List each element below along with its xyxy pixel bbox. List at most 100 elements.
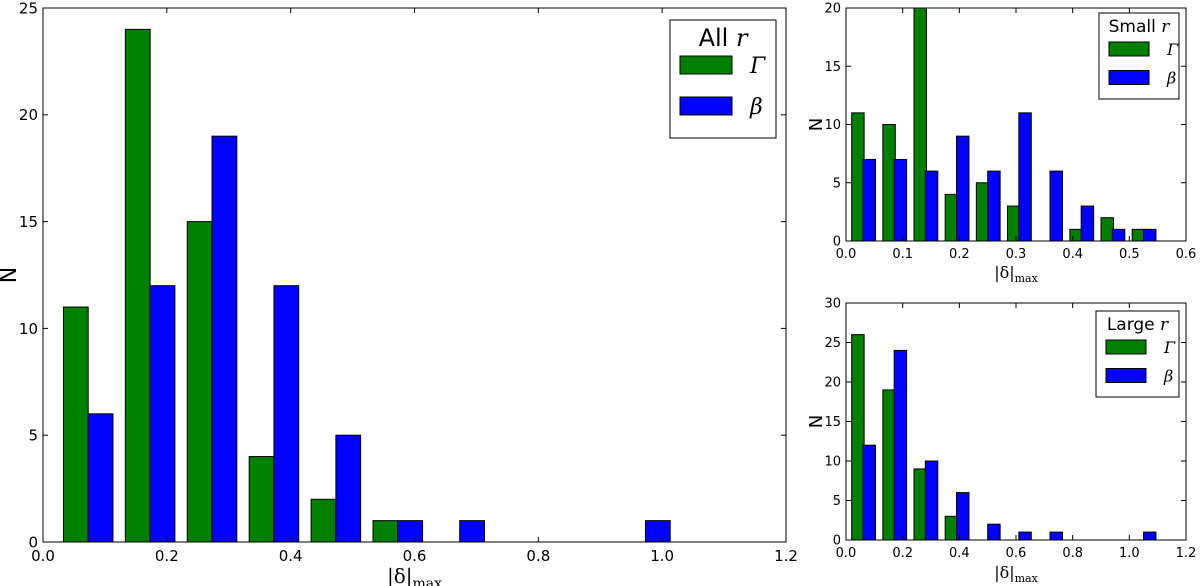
- bar-all-beta-6: [459, 520, 485, 543]
- bar-large-beta-3: [956, 492, 970, 541]
- bar-all-beta-3: [273, 285, 300, 543]
- x-axis-label-main: |δ|: [994, 563, 1014, 582]
- y-tick-label: 10: [19, 320, 38, 338]
- x-tick-label: 0.6: [403, 547, 427, 565]
- bar-all-gamma-0: [62, 306, 89, 543]
- legend-swatch-beta: [1108, 70, 1150, 85]
- bar-large-beta-1: [893, 349, 908, 541]
- legend-label-beta: β: [1166, 69, 1176, 88]
- x-axis-label: |δ|max: [994, 263, 1038, 285]
- legend: All rΓβ: [669, 19, 777, 139]
- y-tick-label: 5: [28, 427, 38, 445]
- bar-small-beta-5: [1018, 112, 1032, 242]
- bar-small-beta-8: [1111, 228, 1126, 242]
- x-tick-label: 1.0: [650, 547, 674, 565]
- bar-small-beta-2: [924, 170, 939, 242]
- legend-label-gamma: Γ: [1166, 40, 1179, 59]
- y-tick-label: 5: [833, 176, 841, 191]
- legend-label-beta: β: [749, 95, 763, 120]
- y-tick-label: 0: [28, 533, 38, 551]
- legend: Small r Γβ: [1098, 12, 1180, 100]
- y-tick-label: 10: [824, 118, 841, 133]
- legend-label-beta: β: [1163, 367, 1173, 386]
- legend-label-gamma: Γ: [749, 54, 766, 79]
- bar-small-beta-6: [1049, 170, 1063, 242]
- legend-swatch-gamma: [679, 55, 733, 75]
- bar-small-gamma-2: [913, 7, 927, 242]
- x-axis-label-main: |δ|: [994, 263, 1014, 282]
- y-tick-label: 15: [824, 60, 841, 75]
- bar-large-beta-7: [1143, 531, 1157, 541]
- legend-title-symbol: r: [1160, 315, 1169, 335]
- bar-all-beta-4: [335, 434, 362, 543]
- x-axis-label: |δ|max: [994, 563, 1038, 585]
- y-tick-label: 0: [833, 235, 841, 250]
- bar-small-gamma-7: [1100, 217, 1114, 242]
- bar-small-gamma-5: [1007, 205, 1021, 242]
- legend-swatch-gamma: [1105, 339, 1147, 355]
- bar-large-gamma-1: [882, 389, 896, 541]
- bar-all-gamma-1: [124, 28, 151, 543]
- chart-panel-all: 0.0 0.2 0.4 0.6 0.8 1.0 1.2 0 5 10 15 20 25 N |δ|max Al…: [0, 0, 798, 586]
- x-tick-label: 0.8: [1062, 546, 1083, 561]
- legend: Large r Γβ: [1095, 310, 1180, 398]
- bar-large-beta-2: [924, 460, 939, 541]
- x-tick-label: 0.4: [1062, 247, 1083, 262]
- bar-small-gamma-3: [944, 193, 959, 242]
- chart-panel-small: 0.0 0.1 0.2 0.3 0.4 0.5 0.6 0 5 10 15 20 N |δ|max Smal…: [806, 2, 1196, 285]
- bar-small-gamma-4: [975, 182, 990, 242]
- x-tick-label: 0.6: [1006, 546, 1027, 561]
- y-tick-label: 30: [824, 297, 841, 312]
- x-axis-label-subscript: max: [1015, 272, 1039, 285]
- legend-swatch-beta: [679, 96, 733, 116]
- y-axis-label: N: [0, 267, 22, 283]
- x-tick-label: 0.4: [949, 546, 970, 561]
- x-tick-label: 0.0: [836, 247, 857, 262]
- chart-panel-large: 0.0 0.2 0.4 0.6 0.8 1.0 1.2 0 5 10 15 20 25 30 N |δ|max…: [806, 297, 1196, 585]
- legend-swatch-gamma: [1108, 41, 1150, 57]
- y-tick-label: 25: [19, 0, 38, 17]
- legend-label-gamma: Γ: [1163, 338, 1176, 357]
- bar-all-gamma-5: [372, 520, 399, 543]
- bar-small-gamma-0: [851, 112, 865, 242]
- legend-title: Large r: [1107, 315, 1169, 335]
- x-tick-label: 0.1: [892, 247, 913, 262]
- x-tick-label: 0.5: [1119, 247, 1140, 262]
- legend-title-symbol: r: [736, 24, 749, 52]
- bar-small-beta-9: [1143, 228, 1157, 242]
- bar-large-gamma-0: [851, 334, 865, 541]
- bar-large-gamma-2: [913, 468, 927, 541]
- x-tick-label: 0.4: [279, 547, 303, 565]
- bar-all-beta-1: [149, 285, 176, 543]
- legend-swatch-beta: [1105, 368, 1147, 383]
- bar-all-beta-2: [211, 135, 238, 543]
- x-tick-label: 0.2: [949, 247, 970, 262]
- bar-small-gamma-6: [1069, 228, 1083, 242]
- y-tick-label: 20: [824, 2, 841, 17]
- y-axis-label: N: [806, 415, 827, 428]
- legend-title: Small r: [1109, 17, 1171, 37]
- x-tick-label: 0.2: [155, 547, 179, 565]
- x-tick-label: 0.3: [1006, 247, 1027, 262]
- legend-box: [669, 19, 777, 139]
- bar-all-gamma-2: [186, 221, 213, 543]
- x-tick-label: 0.0: [31, 547, 55, 565]
- bar-all-beta-5: [397, 520, 424, 543]
- bar-large-beta-0: [862, 444, 876, 541]
- legend-title-symbol: r: [1161, 17, 1170, 37]
- bar-small-beta-4: [987, 170, 1001, 242]
- bar-all-beta-7: [644, 520, 671, 543]
- bar-small-beta-3: [956, 135, 970, 242]
- x-tick-label: 0.0: [836, 546, 857, 561]
- bar-small-gamma-1: [882, 124, 896, 242]
- bar-large-beta-5: [1018, 531, 1032, 541]
- bar-small-gamma-8: [1131, 228, 1146, 242]
- y-tick-label: 15: [19, 213, 38, 231]
- y-tick-label: 15: [824, 415, 841, 430]
- x-tick-label: 1.2: [774, 547, 798, 565]
- x-axis-label-subscript: max: [413, 576, 443, 586]
- bar-small-beta-0: [862, 158, 876, 242]
- bar-all-gamma-4: [310, 498, 337, 543]
- y-axis-label: N: [806, 118, 827, 131]
